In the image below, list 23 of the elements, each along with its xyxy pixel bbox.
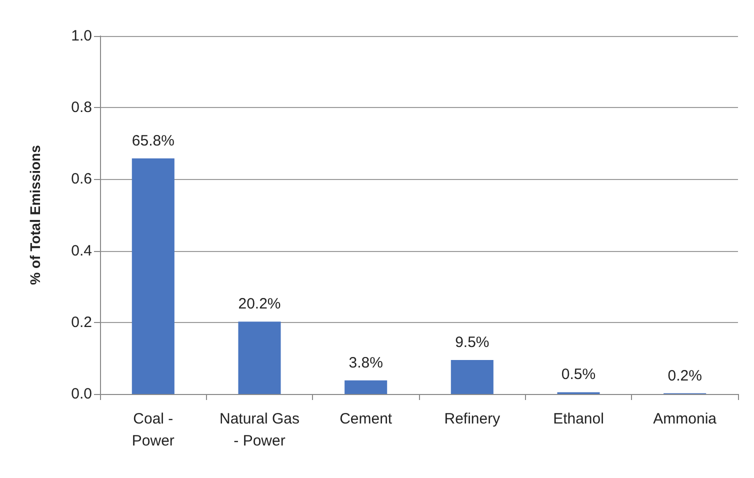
data-label: 0.2% [668,367,702,384]
bar [132,158,174,394]
x-tick-label: Coal - Power [132,410,174,450]
x-tick-label: Natural Gas - Power [219,410,300,450]
x-tick-label: Ammonia [653,410,718,428]
y-tick-label: 0.0 [71,386,92,402]
y-tick-label: 1.0 [71,28,92,44]
bar [344,380,388,394]
data-label: 65.8% [132,132,174,150]
y-tick-label: 0.8 [71,99,92,116]
y-axis-title: % of Total Emissions [27,144,43,285]
x-tick-label: Ethanol [553,410,604,428]
data-label: 9.5% [455,334,490,351]
x-tick-label: Refinery [444,410,501,428]
y-tick-label: 0.2 [71,314,92,331]
bar [450,360,494,394]
y-tick-label: 0.6 [71,170,92,188]
data-label: 0.5% [561,366,596,384]
data-label: 3.8% [348,354,383,372]
y-tick-label: 0.4 [71,242,92,260]
data-label: 20.2% [238,296,281,313]
bar [238,322,281,394]
x-tick-label: Cement [340,410,393,428]
